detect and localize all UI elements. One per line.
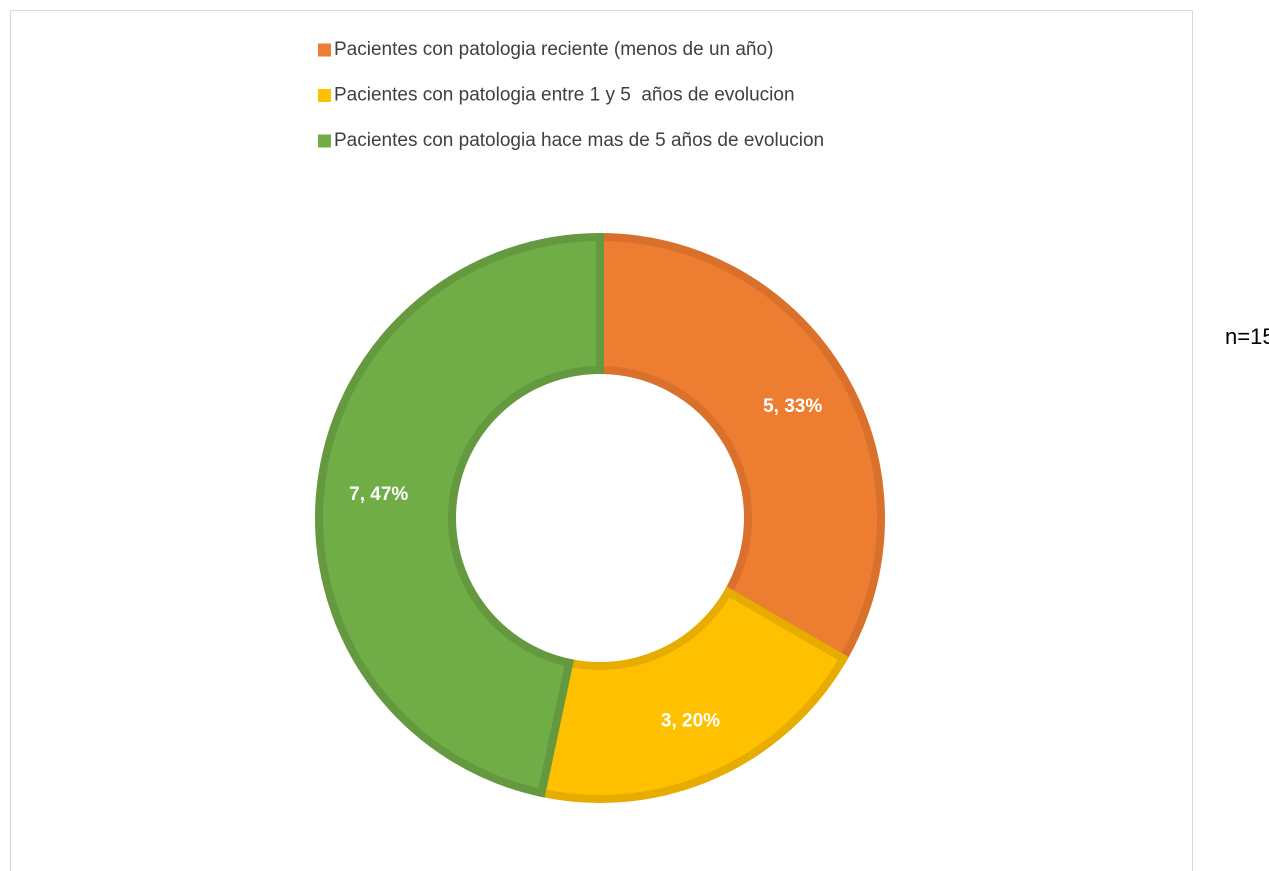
donut-segment — [536, 586, 849, 803]
annotation: n=15 — [1225, 324, 1269, 349]
donut-segment — [596, 232, 885, 664]
donut-segment — [315, 232, 604, 798]
data-label: 5, 33% — [763, 396, 822, 417]
legend-text: Pacientes con patologia reciente (menos … — [334, 39, 773, 60]
legend-swatch — [318, 134, 331, 148]
legend-text: Pacientes con patologia entre 1 y 5 años… — [334, 85, 795, 106]
data-label: 7, 47% — [349, 484, 408, 505]
data-label: 3, 20% — [661, 710, 720, 731]
legend-swatch — [318, 43, 331, 57]
legend-text: Pacientes con patologia hace mas de 5 añ… — [334, 130, 824, 151]
legend-swatch — [318, 89, 331, 102]
